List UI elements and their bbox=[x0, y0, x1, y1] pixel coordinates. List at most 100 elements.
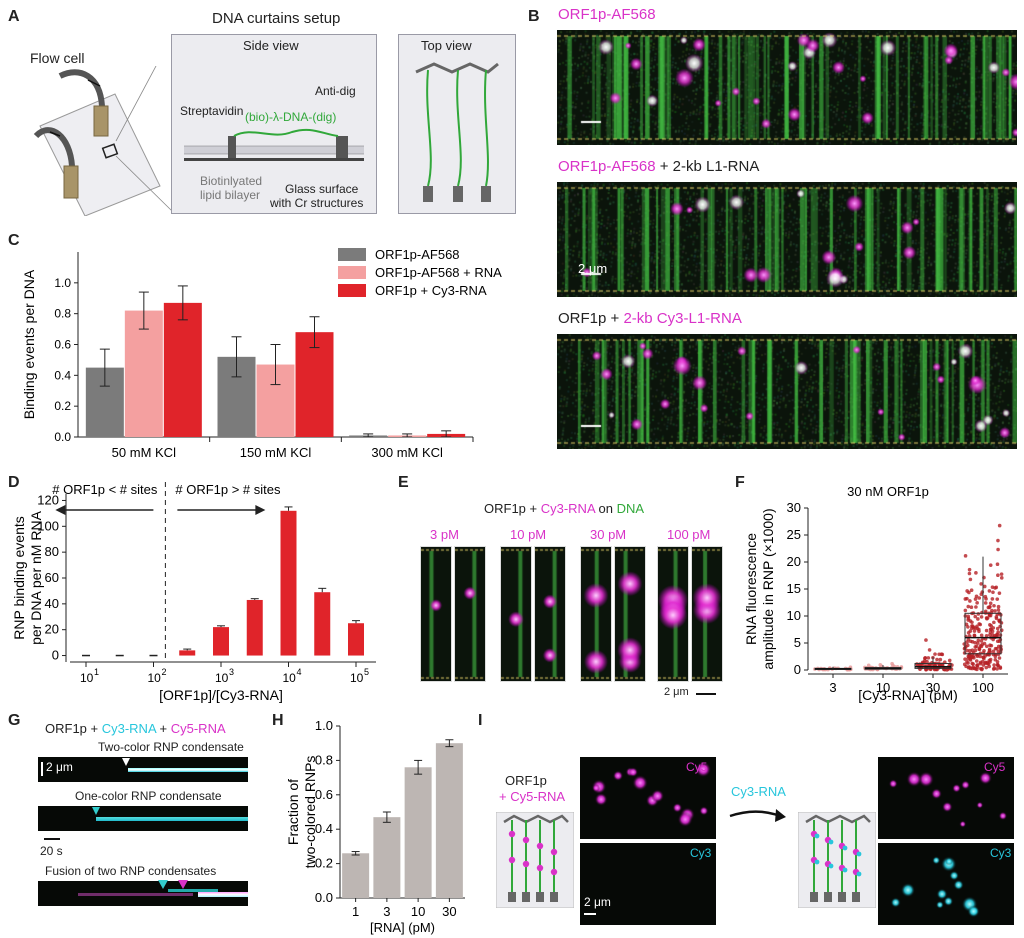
e-scale-bar bbox=[696, 693, 716, 695]
f-point bbox=[993, 657, 998, 662]
d-xtick-exponent: 5 bbox=[364, 667, 369, 677]
panel-label-c: C bbox=[8, 232, 20, 249]
i-diagram-rnp-cy3 bbox=[856, 851, 862, 857]
f-point bbox=[976, 612, 981, 616]
i-diagram-bg bbox=[496, 812, 574, 908]
f-point bbox=[984, 628, 989, 633]
d-bar bbox=[280, 510, 297, 656]
f-point bbox=[992, 663, 996, 667]
f-point bbox=[991, 590, 995, 595]
i-cy5-label-2: Cy5 bbox=[984, 760, 1006, 774]
f-ylabel-2: amplitude in RNP (×1000) bbox=[760, 508, 776, 669]
f-point bbox=[980, 667, 984, 671]
g-scale-y: 2 μm bbox=[46, 760, 73, 774]
f-point bbox=[938, 657, 943, 662]
c-ytick-label: 0.2 bbox=[54, 399, 71, 413]
f-ytick-label: 0 bbox=[794, 662, 801, 677]
f-xtick-label: 100 bbox=[972, 680, 994, 695]
i-diagram-rnp bbox=[508, 830, 516, 838]
f-point bbox=[996, 538, 1000, 543]
f-point bbox=[974, 659, 979, 663]
panel-label-h: H bbox=[272, 712, 284, 729]
f-point bbox=[976, 617, 980, 621]
c-ylabel: Binding events per DNA bbox=[21, 269, 37, 419]
h-xtick-label: 1 bbox=[352, 904, 359, 919]
e-concentration-label: 100 pM bbox=[667, 527, 711, 542]
f-point bbox=[925, 659, 929, 664]
lipid-label-2: lipid bilayer bbox=[200, 188, 261, 202]
f-point bbox=[966, 656, 971, 661]
f-point bbox=[987, 613, 992, 618]
f-point bbox=[991, 649, 996, 654]
g-kymograph-3 bbox=[38, 881, 248, 906]
i-diagram-pedestal bbox=[810, 892, 818, 902]
f-point bbox=[975, 663, 980, 667]
i-diagram-rnp-cy3 bbox=[856, 871, 862, 877]
f-point bbox=[963, 597, 968, 601]
d-xtick-exponent: 1 bbox=[94, 667, 99, 677]
f-point bbox=[974, 594, 979, 599]
f-point bbox=[974, 571, 978, 575]
e-concentration-label: 10 pM bbox=[510, 527, 547, 542]
f-point bbox=[994, 615, 999, 619]
i-diagram-rnp bbox=[508, 856, 516, 864]
f-point bbox=[975, 624, 979, 629]
f-point bbox=[972, 633, 977, 638]
b-micrograph-1 bbox=[557, 30, 1017, 145]
i-diagram-rnp bbox=[522, 836, 530, 844]
f-point bbox=[915, 662, 919, 666]
h-bar bbox=[342, 853, 370, 898]
f-point bbox=[996, 663, 1000, 668]
i-diagram-rnp-cy3 bbox=[842, 845, 848, 851]
f-point bbox=[969, 605, 974, 610]
h-ytick-label: 0.6 bbox=[315, 787, 333, 802]
f-point bbox=[947, 658, 952, 663]
f-point bbox=[963, 554, 968, 558]
f-point bbox=[991, 667, 996, 671]
d-xtick-label: 10 bbox=[148, 671, 162, 685]
g-arrowhead-4 bbox=[178, 880, 188, 889]
f-point bbox=[984, 644, 989, 649]
f-point bbox=[979, 592, 984, 597]
b-row2-title: ORF1p-AF568 + 2-kb L1-RNA bbox=[558, 158, 760, 175]
d-ytick-label: 80 bbox=[45, 544, 59, 559]
f-point bbox=[963, 657, 967, 661]
f-point bbox=[993, 609, 997, 613]
f-point bbox=[997, 656, 1002, 660]
f-point bbox=[988, 563, 993, 567]
dna-construct-label: (bio)-λ-DNA-(dig) bbox=[245, 110, 337, 124]
d-bar bbox=[213, 627, 229, 656]
c-legend-swatch bbox=[338, 248, 366, 261]
f-point bbox=[992, 620, 996, 625]
c-legend-label: ORF1p + Cy3-RNA bbox=[375, 283, 487, 298]
f-point bbox=[995, 626, 1000, 631]
f-point bbox=[999, 572, 1004, 576]
panel-h-chart: 0.0 0.2 0.4 0.6 0.8 1.0 1 3 10 30 Fraction of two-c… bbox=[285, 718, 465, 935]
f-point bbox=[977, 629, 981, 634]
h-bar bbox=[435, 743, 463, 898]
f-point bbox=[995, 562, 1000, 567]
f-point bbox=[990, 633, 995, 637]
i-diagram-bg bbox=[798, 812, 876, 908]
h-bar bbox=[373, 817, 401, 898]
i-diagram-rnp bbox=[536, 842, 544, 850]
g-kymo1-label: Two-color RNP condensate bbox=[98, 740, 244, 754]
i-cy3-label-2: Cy3 bbox=[990, 846, 1012, 860]
f-point bbox=[987, 605, 992, 610]
i-scale-label: 2 μm bbox=[584, 895, 611, 909]
d-ytick-label: 20 bbox=[45, 622, 59, 637]
d-xtick-exponent: 4 bbox=[297, 667, 302, 677]
e-scale-label: 2 μm bbox=[664, 686, 689, 698]
f-point bbox=[983, 609, 988, 614]
i-diagram-barrier bbox=[805, 814, 871, 824]
f-point bbox=[979, 582, 983, 586]
f-point bbox=[966, 618, 970, 622]
flow-cell-illustration bbox=[33, 66, 173, 216]
d-right-note: # ORF1p > # sites bbox=[175, 482, 281, 497]
f-point bbox=[977, 596, 982, 600]
h-xtick-label: 30 bbox=[442, 904, 456, 919]
c-xtick-label: 300 mM KCl bbox=[371, 445, 443, 460]
f-point bbox=[978, 651, 983, 655]
top-view-diagram bbox=[415, 62, 499, 202]
